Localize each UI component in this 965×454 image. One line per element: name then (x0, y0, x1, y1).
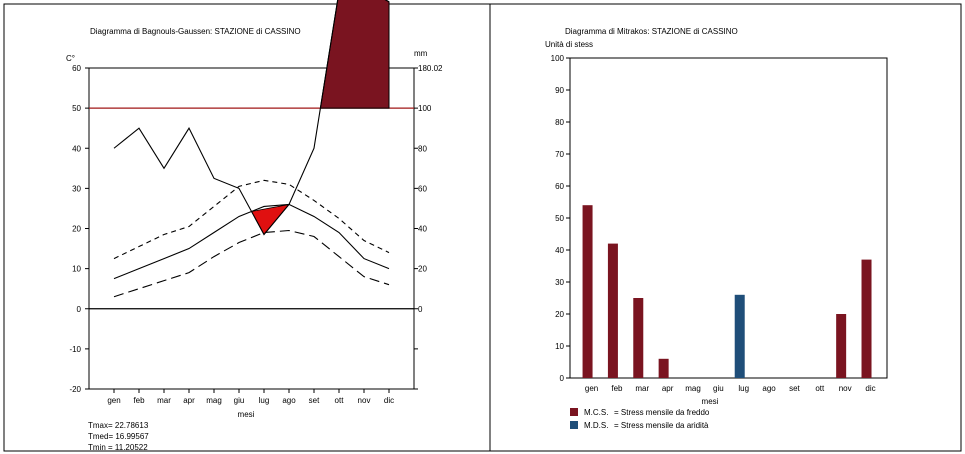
mk-y-tick-label: 80 (555, 118, 564, 127)
mk-x-tick-label: mar (635, 384, 649, 393)
bg-right-axis-label: mm (414, 49, 428, 58)
bg-left-tick-label: 0 (77, 305, 82, 314)
mk-y-tick-label: 100 (551, 54, 565, 63)
mk-bar-mcs (861, 259, 872, 378)
mk-x-tick-label: nov (839, 384, 852, 393)
bg-x-tick-label: apr (183, 396, 195, 405)
mk-x-tick-label: apr (662, 384, 674, 393)
dynamic-chart-marks: 6050403020100-10-20180.02100806040200gen… (69, 0, 888, 405)
bg-x-tick-label: dic (384, 396, 394, 405)
bg-stat-tmin: Tmin = 11.20522 (88, 443, 148, 452)
bg-left-tick-label: -10 (69, 345, 81, 354)
mk-y-tick-label: 30 (555, 278, 564, 287)
mk-x-tick-label: feb (611, 384, 623, 393)
mk-bar-mcs (658, 358, 669, 378)
bg-left-tick-label: 60 (72, 64, 81, 73)
mk-y-axis-label: Unità di stess (545, 40, 593, 49)
mk-legend: M.C.S. = Stress mensile da freddo M.D.S.… (570, 408, 710, 430)
bg-left-tick-label: 20 (72, 225, 81, 234)
bg-tmin-line (113, 229, 390, 298)
bg-left-tick-label: -20 (69, 385, 81, 394)
bg-left-axis-label: C° (66, 54, 75, 63)
legend-swatch-mds (570, 421, 578, 429)
mk-bar-mcs (607, 243, 618, 378)
mk-x-tick-label: lug (738, 384, 749, 393)
bg-humid-area (319, 0, 390, 109)
mk-y-tick-label: 40 (555, 246, 564, 255)
bg-right-tick-label: 100 (418, 104, 432, 113)
mk-y-tick-label: 20 (555, 310, 564, 319)
bg-x-tick-label: ott (335, 396, 345, 405)
bg-right-tick-label: 20 (418, 265, 427, 274)
bg-left-tick-label: 10 (72, 265, 81, 274)
mk-x-tick-label: mag (685, 384, 701, 393)
bg-left-tick-label: 40 (72, 144, 81, 153)
bg-x-tick-label: gen (107, 396, 120, 405)
bg-x-tick-label: giu (234, 396, 245, 405)
bg-title: Diagramma di Bagnouls-Gaussen: STAZIONE … (90, 27, 301, 36)
bg-x-tick-label: nov (358, 396, 371, 405)
bg-plot-frame (88, 67, 415, 390)
mk-x-tick-label: gen (585, 384, 598, 393)
mk-bar-mcs (633, 298, 644, 378)
bg-right-tick-label: 60 (418, 184, 427, 193)
mk-bar-mcs (836, 314, 847, 378)
bg-x-tick-label: mar (157, 396, 171, 405)
bg-x-tick-label: mag (206, 396, 222, 405)
mk-y-tick-label: 0 (560, 374, 565, 383)
bg-right-tick-label: 0 (418, 305, 423, 314)
bg-tmax-line (113, 179, 390, 260)
mk-title: Diagramma di Mitrakos: STAZIONE di CASSI… (565, 27, 738, 36)
outer-border (3, 3, 962, 452)
mk-bar-mds (734, 294, 745, 378)
mk-y-tick-label: 90 (555, 86, 564, 95)
bg-x-tick-label: feb (133, 396, 145, 405)
mk-x-tick-label: set (789, 384, 800, 393)
mk-bar-mcs (582, 205, 593, 378)
mk-x-tick-label: ott (815, 384, 825, 393)
bg-right-tick-label: 40 (418, 225, 427, 234)
legend-key-mds: M.D.S. (584, 421, 608, 430)
bg-stat-tmax: Tmax= 22.78613 (88, 421, 149, 430)
bg-left-tick-label: 30 (72, 184, 81, 193)
bg-stat-tmed: Tmed= 16.99567 (88, 432, 149, 441)
bg-left-tick-label: 50 (72, 104, 81, 113)
legend-swatch-mcs (570, 408, 578, 416)
legend-text-mds: = Stress mensile da aridità (614, 421, 709, 430)
bg-right-tick-label: 80 (418, 144, 427, 153)
mk-y-tick-label: 50 (555, 214, 564, 223)
mk-y-tick-label: 70 (555, 150, 564, 159)
mk-x-tick-label: ago (762, 384, 776, 393)
legend-key-mcs: M.C.S. (584, 408, 608, 417)
mk-y-tick-label: 10 (555, 342, 564, 351)
mk-x-tick-label: giu (713, 384, 724, 393)
bg-tmed-line (113, 203, 390, 280)
panel-borders (3, 3, 962, 452)
legend-text-mcs: = Stress mensile da freddo (614, 408, 710, 417)
mk-x-axis-label: mesi (702, 397, 719, 406)
bg-x-tick-label: lug (259, 396, 270, 405)
mk-y-tick-label: 60 (555, 182, 564, 191)
bg-x-tick-label: ago (282, 396, 296, 405)
mk-x-tick-label: dic (865, 384, 875, 393)
bg-x-axis-label: mesi (238, 410, 255, 419)
bg-right-tick-label: 180.02 (418, 64, 443, 73)
bg-x-tick-label: set (309, 396, 320, 405)
